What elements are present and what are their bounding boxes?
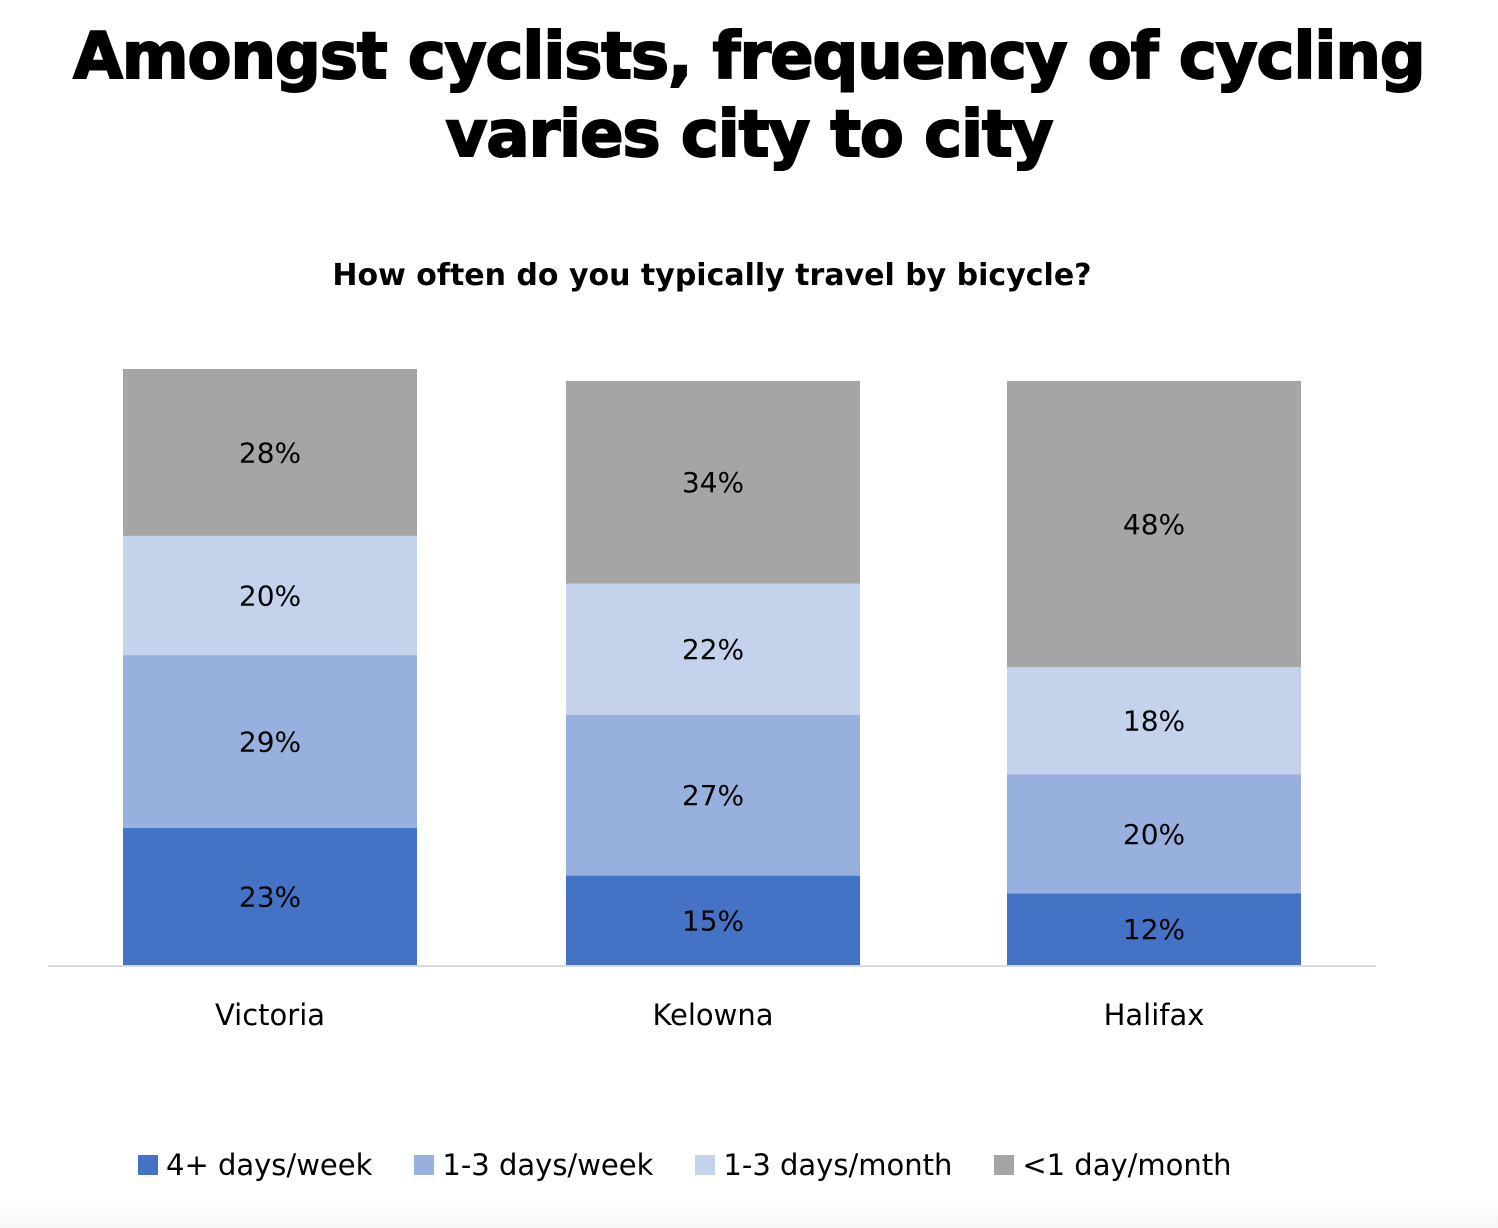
bar-segment <box>1007 893 1301 965</box>
legend-swatch <box>695 1155 716 1175</box>
data-label: 29% <box>239 726 301 759</box>
bar-segment <box>123 369 417 536</box>
data-label: 15% <box>682 904 744 937</box>
bar-segment <box>566 380 860 584</box>
category-label: Halifax <box>1104 998 1205 1032</box>
category-label: Victoria <box>215 998 325 1032</box>
stacked-bar-chart: 23% 29% 20% 28% Victoria 15% 27% 22% 34% Kelowna 1… <box>48 369 1376 1032</box>
data-label: 28% <box>239 436 301 469</box>
bar-segment <box>1007 380 1301 667</box>
legend-item: 1-3 days/week <box>414 1148 653 1182</box>
data-label: 12% <box>1123 913 1185 946</box>
legend: 4+ days/week 1-3 days/week 1-3 days/month <… <box>138 1148 1274 1182</box>
legend-label: 4+ days/week <box>166 1148 373 1182</box>
chart-subtitle: How often do you typically travel by bic… <box>332 258 1092 293</box>
category-label: Kelowna <box>652 998 773 1032</box>
chart-title: Amongst cyclists, frequency of cycling v… <box>0 18 1498 174</box>
data-label: 18% <box>1123 705 1185 738</box>
bar-segment <box>566 714 860 876</box>
legend-item: 1-3 days/month <box>695 1148 952 1182</box>
legend-item: <1 day/month <box>994 1148 1232 1182</box>
legend-label: 1-3 days/week <box>442 1148 654 1182</box>
legend-swatch <box>994 1155 1015 1175</box>
legend-swatch <box>138 1155 158 1175</box>
data-label: 27% <box>682 779 744 812</box>
footer-shade <box>0 1200 1498 1228</box>
bar-segment <box>566 875 860 965</box>
legend-label: <1 day/month <box>1022 1148 1232 1182</box>
bar-segment <box>123 655 417 828</box>
legend-label: 1-3 days/month <box>723 1148 953 1182</box>
legend-item: 4+ days/week <box>138 1148 372 1182</box>
chart-title-line-2: varies city to city <box>445 97 1055 173</box>
bar-segment <box>123 827 417 965</box>
data-label: 48% <box>1123 508 1185 541</box>
data-label: 20% <box>239 579 301 612</box>
bar-segment <box>1007 667 1301 775</box>
bar-segment <box>123 535 417 656</box>
bar-segment <box>1007 774 1301 894</box>
legend-swatch <box>414 1155 435 1175</box>
data-label: 20% <box>1123 818 1185 851</box>
data-label: 22% <box>682 633 744 666</box>
data-label: 34% <box>682 466 744 499</box>
bar-segment <box>566 583 860 715</box>
chart-title-line-1: Amongst cyclists, frequency of cycling <box>72 19 1426 95</box>
data-label: 23% <box>239 880 301 913</box>
